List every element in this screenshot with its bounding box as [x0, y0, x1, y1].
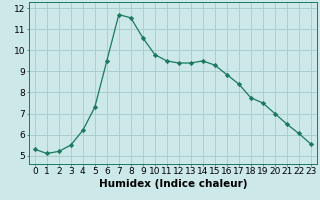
- X-axis label: Humidex (Indice chaleur): Humidex (Indice chaleur): [99, 179, 247, 189]
